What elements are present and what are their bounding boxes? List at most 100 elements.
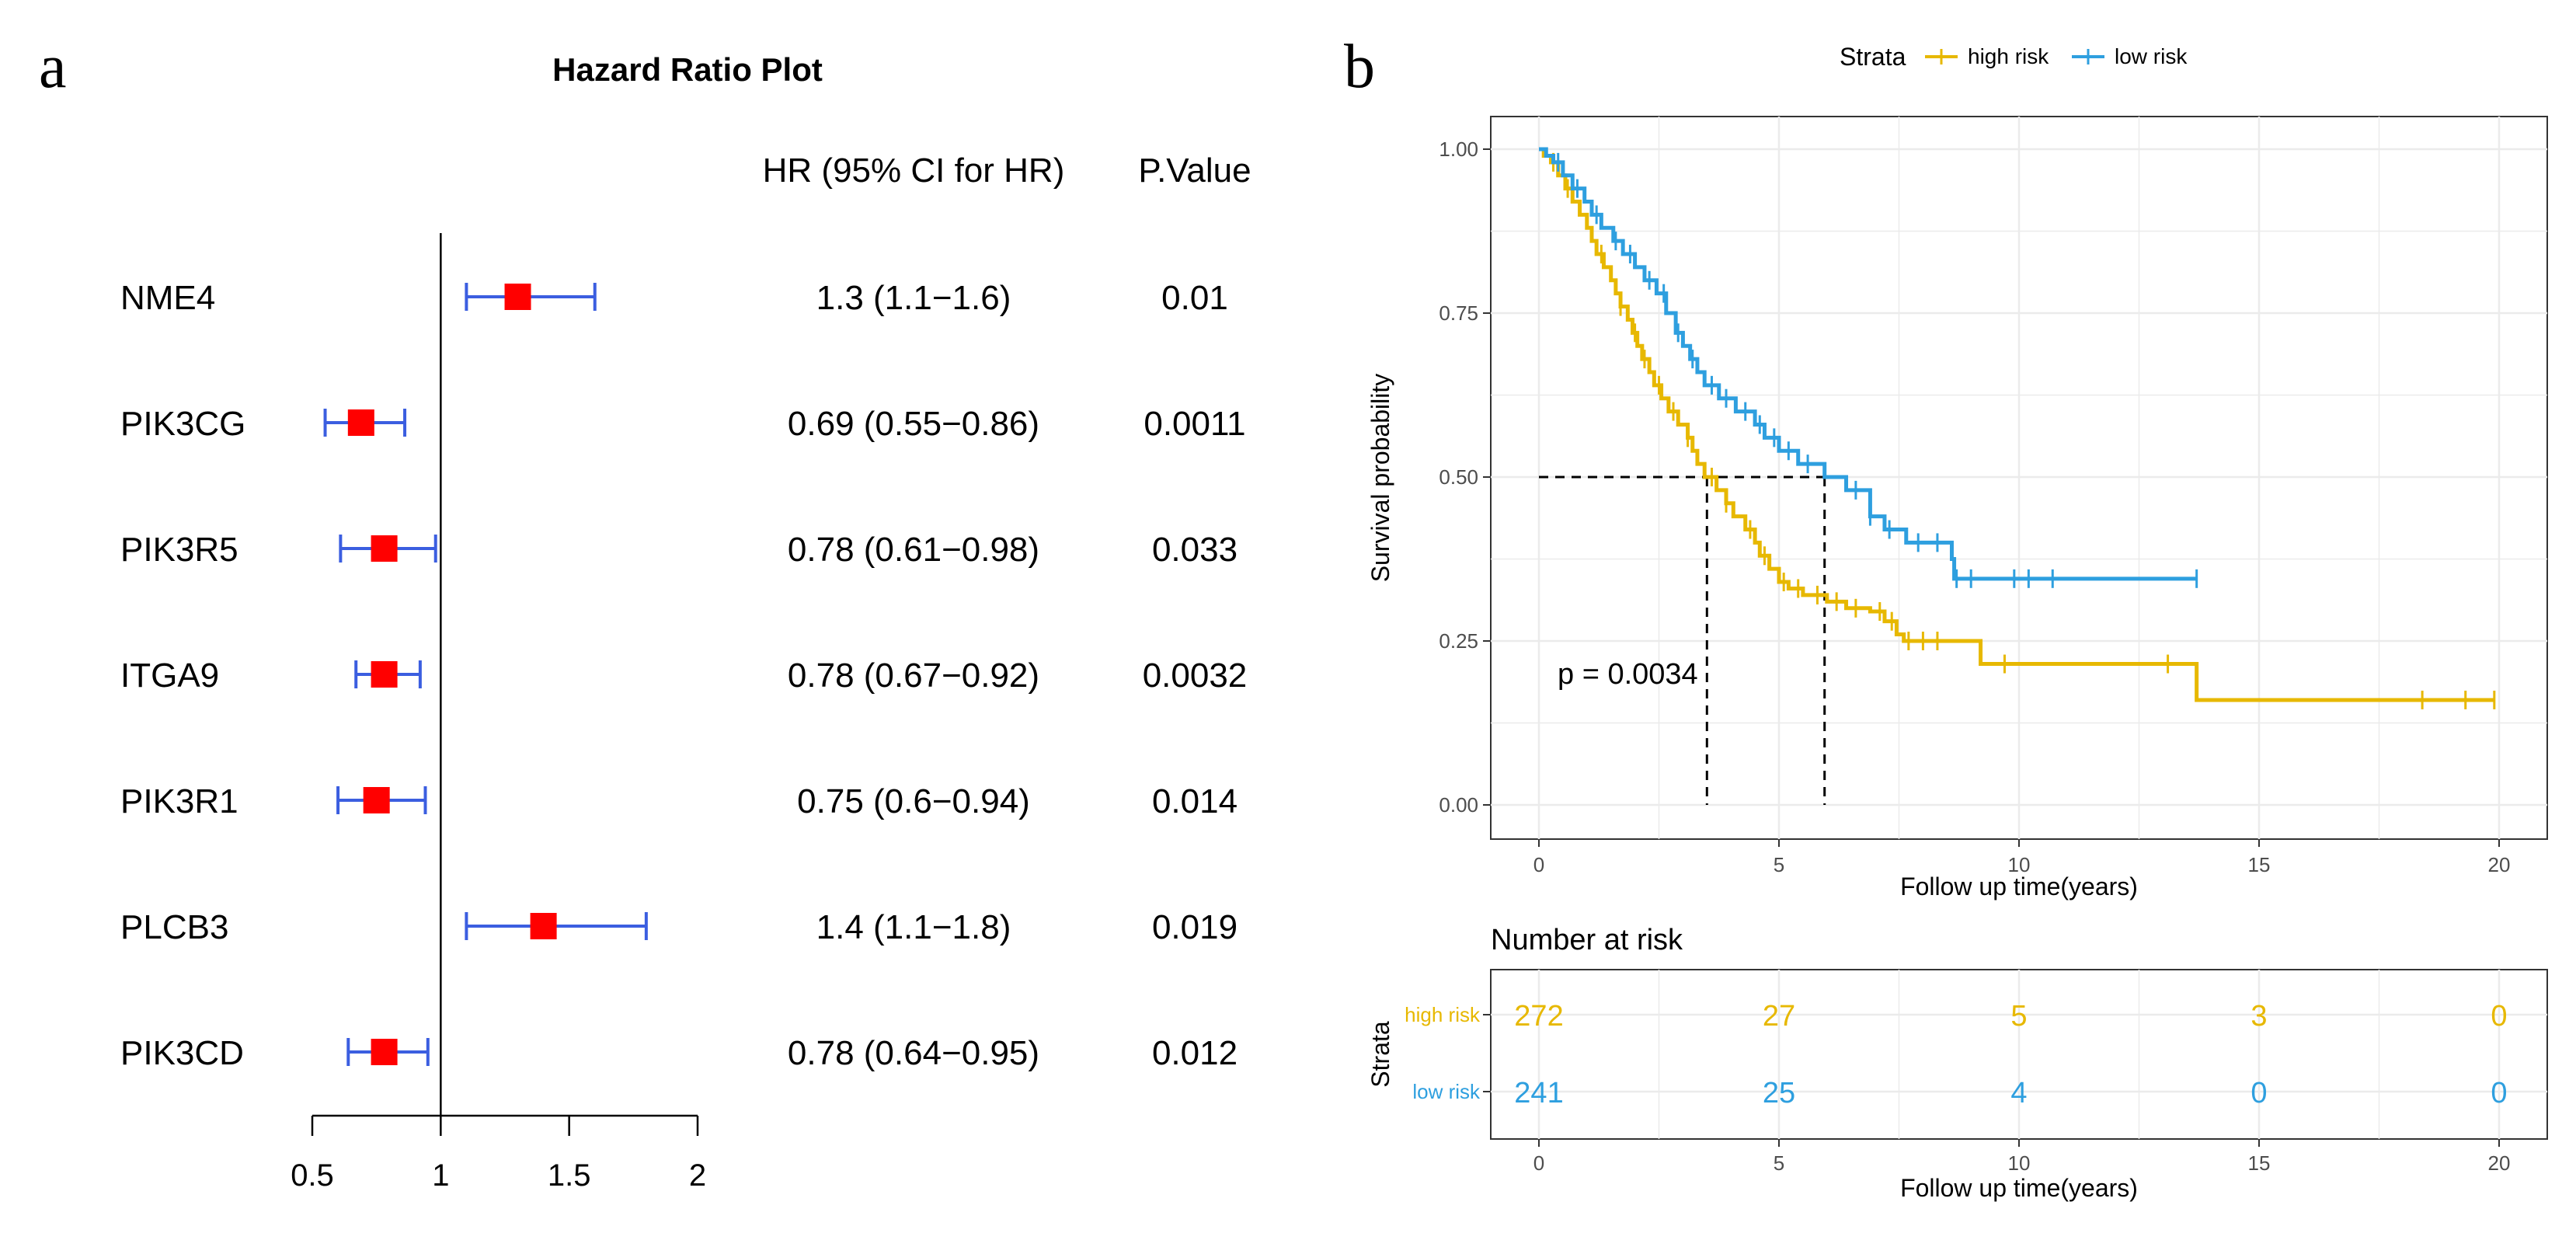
risk-cell: 0 xyxy=(2251,1077,2267,1109)
forest-hr-text: 0.69 (0.55−0.86) xyxy=(788,405,1039,443)
forest-tick-label: 2 xyxy=(689,1158,706,1193)
risk-cell: 272 xyxy=(1514,1000,1563,1033)
risk-x-tick-label: 10 xyxy=(2008,1151,2031,1175)
forest-hr-point xyxy=(363,787,390,813)
risk-table-gridlines xyxy=(1491,970,2547,1139)
forest-x-ticks: 0.5 1 1.5 2 xyxy=(291,1116,706,1193)
forest-hr-text: 0.78 (0.67−0.92) xyxy=(788,657,1039,695)
risk-cell: 25 xyxy=(1763,1077,1795,1109)
km-series-high-risk xyxy=(1539,147,2496,709)
forest-title: Hazard Ratio Plot xyxy=(552,51,823,88)
forest-header-hr: HR (95% CI for HR) xyxy=(763,152,1065,190)
risk-x-tick-label: 5 xyxy=(1774,1151,1784,1175)
km-y-tick-label: 0.25 xyxy=(1439,629,1478,653)
forest-plot-panel: a Hazard Ratio Plot HR (95% CI for HR) P… xyxy=(39,33,1251,1193)
risk-table-rows: high risk 272 27 5 3 0 low risk 241 25 4 0 0 xyxy=(1405,1000,2507,1109)
km-x-tick-label: 5 xyxy=(1774,853,1784,876)
forest-hr-text: 0.75 (0.6−0.94) xyxy=(797,782,1030,820)
forest-hr-point xyxy=(504,284,531,310)
km-series-low-risk xyxy=(1539,147,2198,588)
risk-cell: 0 xyxy=(2491,1077,2507,1109)
km-x-tick-label: 0 xyxy=(1533,853,1544,876)
forest-hr-text: 0.78 (0.61−0.98) xyxy=(788,531,1039,569)
legend-title: Strata xyxy=(1840,43,1906,71)
risk-table-strata-label: Strata xyxy=(1366,1021,1394,1088)
forest-hr-point xyxy=(371,1039,398,1065)
panel-label-a: a xyxy=(39,33,67,101)
km-y-axis-label: Survival probability xyxy=(1366,374,1394,583)
forest-tick-label: 0.5 xyxy=(291,1158,334,1193)
risk-x-tick-label: 0 xyxy=(1533,1151,1544,1175)
km-curve-low-risk xyxy=(1539,147,2197,581)
risk-row-label: low risk xyxy=(1412,1080,1481,1103)
forest-hr-point xyxy=(371,535,398,562)
forest-pvalue-text: 0.0011 xyxy=(1144,405,1245,443)
forest-pvalue-text: 0.033 xyxy=(1152,531,1238,569)
forest-pvalue-text: 0.01 xyxy=(1161,279,1228,317)
forest-row-pik3r5: PIK3R5 0.78 (0.61−0.98) 0.033 xyxy=(120,531,1238,569)
forest-gene-label: PLCB3 xyxy=(120,908,228,946)
forest-pvalue-text: 0.019 xyxy=(1152,908,1238,946)
forest-hr-text: 1.3 (1.1−1.6) xyxy=(816,279,1011,317)
forest-hr-point xyxy=(347,409,374,436)
legend-item-high-risk: high risk xyxy=(1925,44,2049,68)
risk-row-label: high risk xyxy=(1405,1003,1481,1026)
km-legend: Strata high risk low risk xyxy=(1840,43,2188,71)
km-curve-high-risk xyxy=(1539,147,2494,702)
km-y-tick-label: 1.00 xyxy=(1439,138,1478,161)
forest-hr-point xyxy=(530,913,557,939)
risk-cell: 5 xyxy=(2010,1000,2027,1033)
forest-row-nme4: NME4 1.3 (1.1−1.6) 0.01 xyxy=(120,279,1228,317)
forest-gene-label: PIK3CG xyxy=(120,405,245,443)
forest-row-pik3cd: PIK3CD 0.78 (0.64−0.95) 0.012 xyxy=(120,1034,1238,1072)
forest-pvalue-text: 0.012 xyxy=(1152,1034,1238,1072)
forest-pvalue-text: 0.014 xyxy=(1152,782,1238,820)
risk-row-high-risk: high risk 272 27 5 3 0 xyxy=(1405,1000,2507,1033)
risk-cell: 3 xyxy=(2251,1000,2267,1033)
forest-row-pik3cg: PIK3CG 0.69 (0.55−0.86) 0.0011 xyxy=(120,405,1246,443)
km-x-ticks: 0 5 10 15 20 xyxy=(1533,839,2511,876)
risk-x-tick-label: 20 xyxy=(2488,1151,2511,1175)
risk-x-ticks: 0 5 10 15 20 xyxy=(1533,1139,2511,1175)
legend-item-low-risk: low risk xyxy=(2072,44,2188,68)
forest-pvalue-text: 0.0032 xyxy=(1143,657,1248,695)
forest-row-itga9: ITGA9 0.78 (0.67−0.92) 0.0032 xyxy=(120,657,1247,695)
risk-cell: 0 xyxy=(2491,1000,2507,1033)
forest-row-plcb3: PLCB3 1.4 (1.1−1.8) 0.019 xyxy=(120,908,1238,946)
forest-tick-label: 1 xyxy=(432,1158,449,1193)
forest-row-pik3r1: PIK3R1 0.75 (0.6−0.94) 0.014 xyxy=(120,782,1238,820)
risk-row-low-risk: low risk 241 25 4 0 0 xyxy=(1412,1077,2507,1109)
forest-hr-text: 0.78 (0.64−0.95) xyxy=(788,1034,1039,1072)
forest-hr-text: 1.4 (1.1−1.8) xyxy=(816,908,1011,946)
risk-cell: 4 xyxy=(2010,1077,2027,1109)
risk-table-title: Number at risk xyxy=(1491,924,1683,956)
km-x-tick-label: 20 xyxy=(2488,853,2511,876)
risk-cell: 241 xyxy=(1514,1077,1563,1109)
km-y-tick-label: 0.50 xyxy=(1439,465,1478,489)
forest-rows: NME4 1.3 (1.1−1.6) 0.01 PIK3CG 0.69 (0.55−0.… xyxy=(120,279,1247,1072)
km-y-tick-label: 0.00 xyxy=(1439,793,1478,817)
km-x-axis-label: Follow up time(years) xyxy=(1900,873,2138,900)
risk-cell: 27 xyxy=(1763,1000,1795,1033)
forest-gene-label: ITGA9 xyxy=(120,657,219,695)
km-y-ticks: 0.00 0.25 0.50 0.75 1.00 xyxy=(1439,138,1491,817)
forest-hr-point xyxy=(371,661,398,688)
km-x-tick-label: 10 xyxy=(2008,853,2031,876)
legend-label-low-risk: low risk xyxy=(2115,44,2188,68)
panel-label-b: b xyxy=(1344,33,1375,101)
forest-tick-label: 1.5 xyxy=(548,1158,591,1193)
forest-header-pvalue: P.Value xyxy=(1138,152,1251,190)
forest-gene-label: NME4 xyxy=(120,279,215,317)
km-pvalue: p = 0.0034 xyxy=(1558,658,1698,691)
forest-gene-label: PIK3CD xyxy=(120,1034,244,1072)
forest-gene-label: PIK3R5 xyxy=(120,531,238,569)
km-plot-panel: b Strata high risk low risk 0.00 0.25 0.50… xyxy=(1344,33,2548,1202)
risk-x-tick-label: 15 xyxy=(2248,1151,2271,1175)
legend-label-high-risk: high risk xyxy=(1968,44,2049,68)
risk-table-x-axis-label: Follow up time(years) xyxy=(1900,1174,2138,1202)
km-x-tick-label: 15 xyxy=(2248,853,2271,876)
forest-gene-label: PIK3R1 xyxy=(120,782,238,820)
km-median-lines xyxy=(1539,475,1826,805)
km-y-tick-label: 0.75 xyxy=(1439,301,1478,325)
